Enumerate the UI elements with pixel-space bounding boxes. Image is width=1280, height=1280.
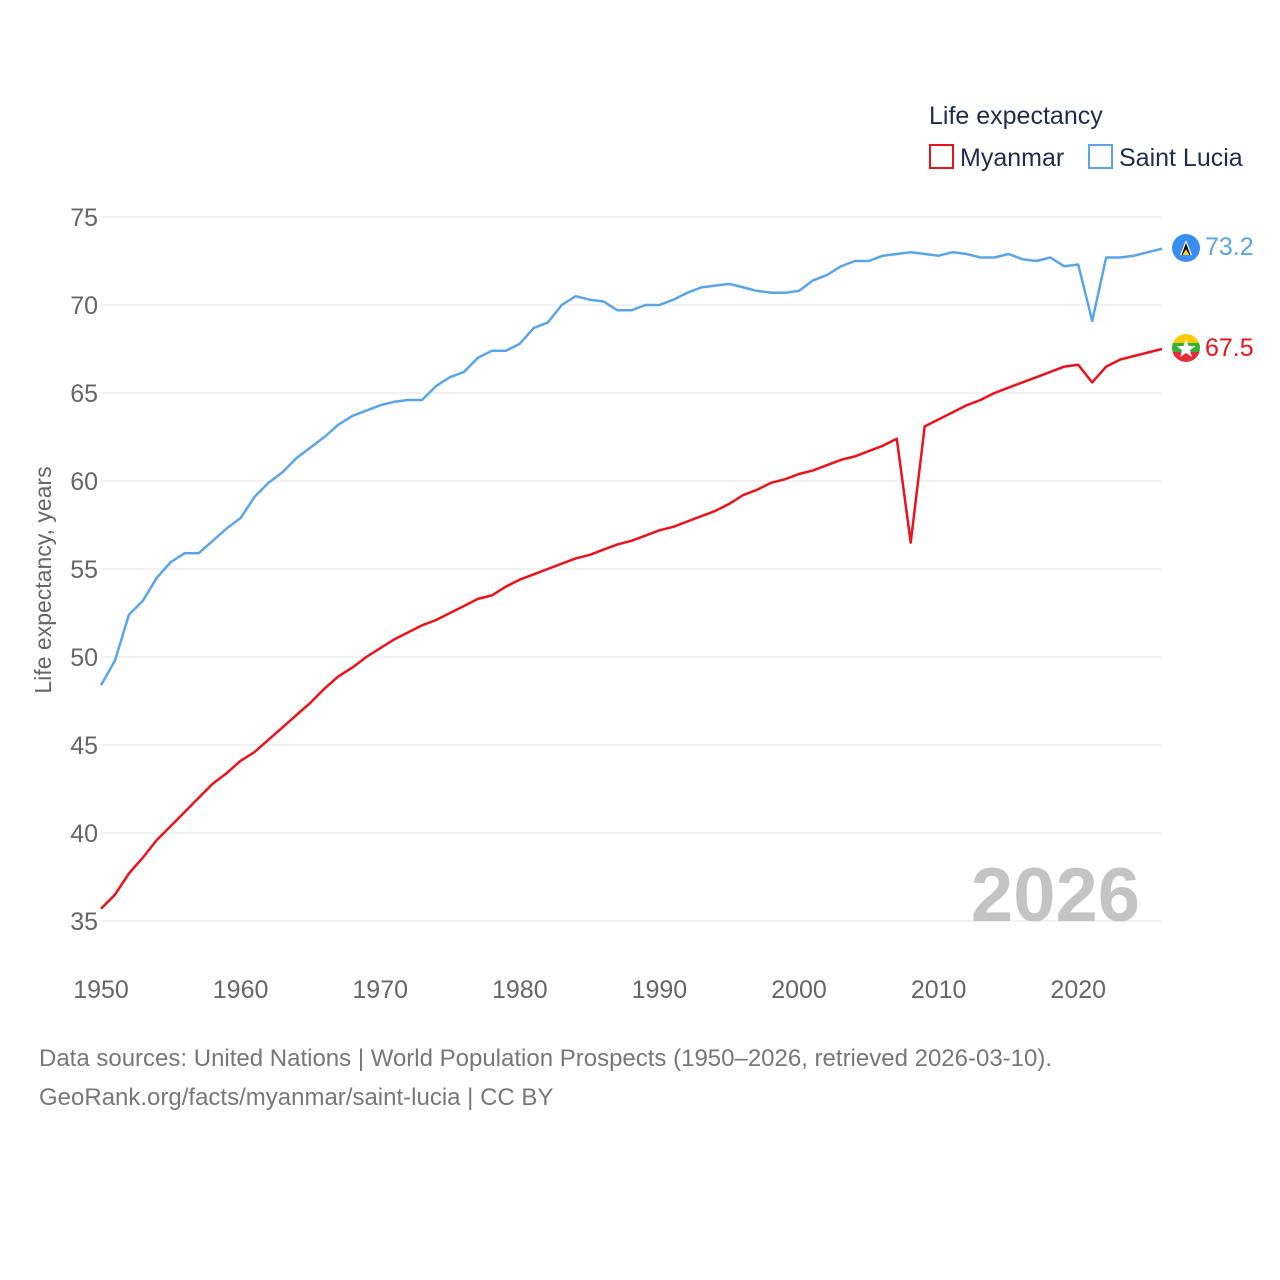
y-tick-label: 35 [70,908,98,936]
legend-swatch-myanmar [929,144,954,169]
y-tick-label: 40 [70,820,98,848]
saint-lucia-flag-icon [1172,234,1200,262]
series-line-saint-lucia[interactable] [99,247,1163,686]
x-tick-label: 1980 [492,976,548,1004]
legend-item-myanmar[interactable]: Myanmar [929,144,1064,172]
legend-label-myanmar: Myanmar [960,144,1064,172]
y-axis-title: Life expectancy, years [30,466,56,693]
legend-item-saint-lucia[interactable]: Saint Lucia [1088,144,1243,172]
x-tick-label: 1950 [73,976,129,1004]
y-tick-label: 60 [70,468,98,496]
series-layer [99,247,1163,910]
legend-label-saint-lucia: Saint Lucia [1119,144,1243,172]
legend: Life expectancy Myanmar Saint Lucia [929,102,1243,172]
x-tick-label: 1970 [352,976,408,1004]
year-watermark: 2026 [971,853,1140,938]
x-tick-label: 2010 [911,976,967,1004]
x-tick-label: 1960 [213,976,269,1004]
x-tick-label: 2020 [1050,976,1106,1004]
end-label-saint-lucia: 73.2 [1205,233,1254,261]
tick-layer: 35 40 45 50 55 60 65 70 75 1950 1960 1970 1980 1990 20… [70,204,1106,1004]
series-line-myanmar[interactable] [100,347,1163,910]
y-tick-label: 55 [70,556,98,584]
myanmar-flag-icon [1172,334,1200,362]
end-label-myanmar: 67.5 [1205,334,1254,362]
y-tick-label: 50 [70,644,98,672]
legend-title: Life expectancy [929,102,1103,130]
x-tick-label: 1990 [632,976,688,1004]
y-tick-label: 65 [70,380,98,408]
footer-sources: Data sources: United Nations | World Pop… [39,1045,1053,1072]
y-tick-label: 70 [70,292,98,320]
footer-link[interactable]: GeoRank.org/facts/myanmar/saint-lucia | … [39,1084,554,1111]
x-tick-label: 2000 [771,976,827,1004]
y-tick-label: 45 [70,732,98,760]
grid-layer [101,216,1162,922]
legend-swatch-saint-lucia [1088,144,1113,169]
y-tick-label: 75 [70,204,98,232]
